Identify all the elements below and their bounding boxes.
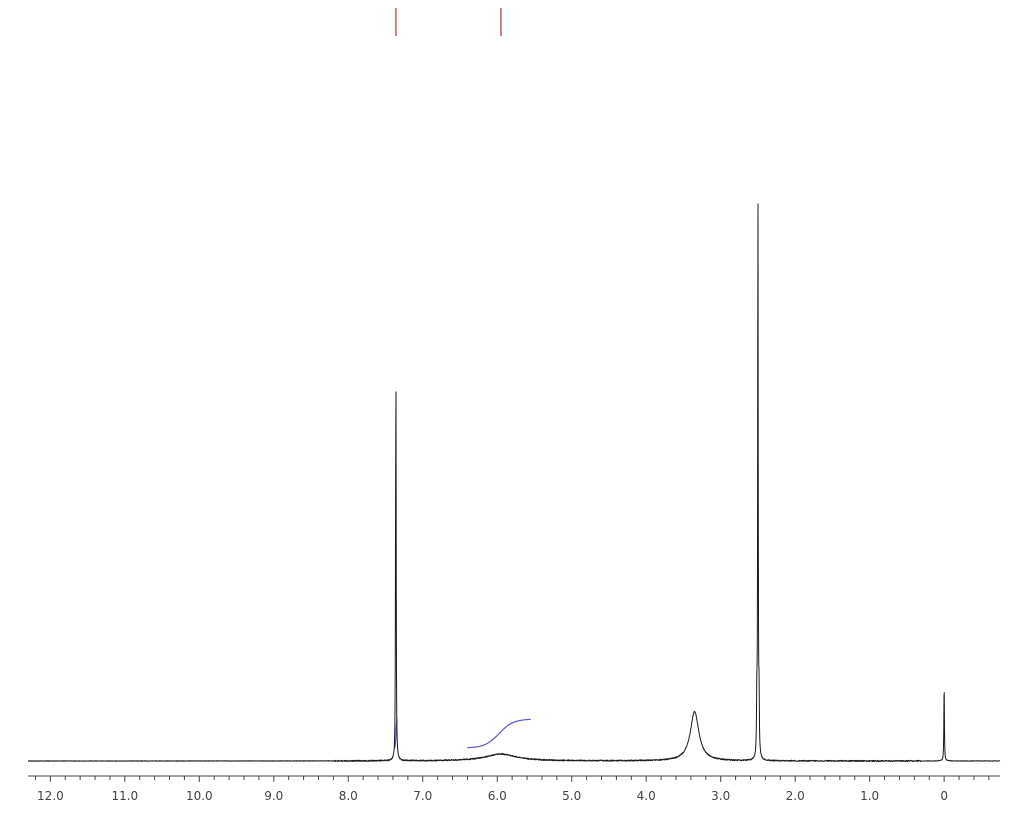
x-tick-label: 8.0 [339, 789, 358, 803]
x-tick-label: 10.0 [186, 789, 213, 803]
integral-curves [393, 718, 531, 749]
integral-curve [467, 718, 531, 749]
x-tick-label: 2.0 [786, 789, 805, 803]
x-tick-label: 1.0 [860, 789, 879, 803]
spectrum-trace [27, 203, 1001, 763]
spectrum-trace-group [27, 203, 1001, 763]
x-axis: 12.0 11.0 10.0 9.0 8.0 7.0 6.0 5.0 4.0 3.0 2.0 1.0 0 [28, 775, 1000, 803]
x-tick-label: 5.0 [562, 789, 581, 803]
x-tick-label: 9.0 [264, 789, 283, 803]
x-tick-label: 3.0 [711, 789, 730, 803]
peak-markers [395, 8, 502, 36]
x-tick-label: 6.0 [488, 789, 507, 803]
x-tick-label: 7.0 [413, 789, 432, 803]
x-tick-label: 4.0 [637, 789, 656, 803]
x-tick-label: 12.0 [37, 789, 64, 803]
x-tick-label: 11.0 [111, 789, 138, 803]
x-tick-label: 0 [940, 789, 948, 803]
